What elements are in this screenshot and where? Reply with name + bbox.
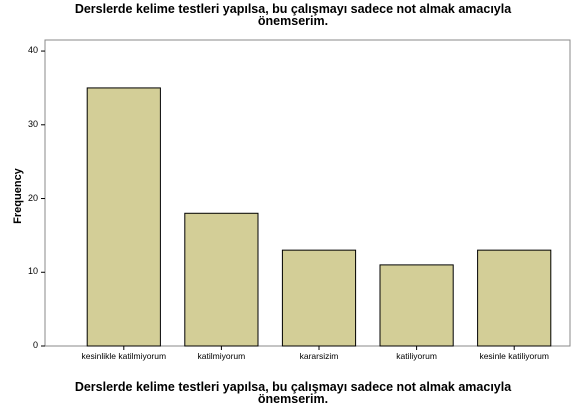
- x-tick-label: katilmiyorum: [197, 351, 246, 361]
- x-label-line: önemserim.: [257, 392, 329, 406]
- bar: [281, 249, 357, 347]
- title-line: önemserim.: [257, 14, 329, 28]
- y-tick-label: 20: [27, 192, 38, 203]
- x-tick-label: katiliyorum: [396, 351, 437, 361]
- bar: [184, 212, 259, 347]
- x-tick-label: kesinle katiliyorum: [479, 351, 549, 361]
- bar: [86, 87, 161, 347]
- x-axis-label: Derslerde kelime testleri yapılsa, bu ça…: [0, 380, 586, 406]
- bar: [379, 264, 454, 347]
- y-tick-label: 40: [27, 45, 38, 56]
- y-tick-label: 0: [32, 340, 38, 350]
- y-tick-label: 10: [27, 266, 38, 277]
- x-tick-label: kesinlikle katilmiyorum: [81, 351, 167, 361]
- x-label-line: Derslerde kelime testleri yapılsa, bu ça…: [74, 380, 512, 394]
- chart-title: Derslerde kelime testleri yapılsa, bu ça…: [0, 2, 586, 28]
- bar: [477, 249, 552, 347]
- y-tick-label: 30: [27, 118, 38, 129]
- title-line: Derslerde kelime testleri yapılsa, bu ça…: [74, 2, 512, 16]
- x-tick-label: kararsizim: [299, 351, 339, 361]
